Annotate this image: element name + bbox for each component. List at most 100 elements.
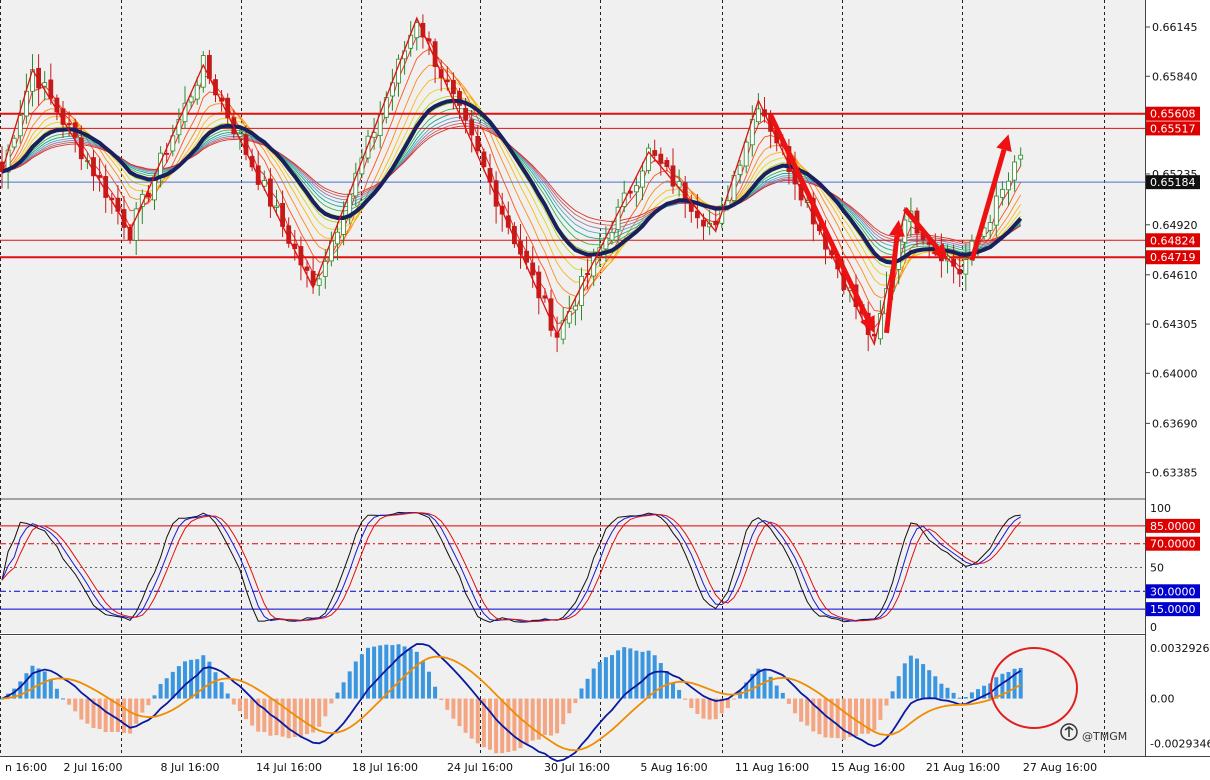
macd-line: [1, 643, 1022, 763]
x-tick-label: 27 Aug 16:00: [1023, 761, 1097, 774]
candle-body: [481, 151, 487, 168]
macd-histogram-bar: [786, 698, 791, 704]
highlight-circle: [990, 647, 1078, 729]
macd-histogram-bar: [42, 671, 47, 699]
candle-body: [743, 141, 749, 167]
macd-histogram-bar: [103, 698, 108, 733]
macd-histogram-bar: [158, 683, 163, 699]
macd-histogram-bar: [0, 698, 4, 700]
candle-body: [365, 135, 371, 159]
moving-average: [1, 98, 1023, 265]
candle-body: [475, 136, 481, 152]
macd-histogram-bar: [933, 676, 938, 699]
candle-body: [133, 208, 139, 241]
candle-body: [737, 164, 743, 176]
macd-histogram-bar: [408, 648, 413, 699]
trend-arrow-head: [996, 134, 1012, 152]
candle-body: [164, 152, 170, 155]
watermark: @TMGM: [1060, 723, 1127, 743]
macd-histogram-bar: [561, 698, 566, 725]
macd-histogram-bar: [183, 661, 187, 699]
candle-body: [304, 266, 310, 271]
macd-histogram-bar: [695, 698, 700, 715]
macd-tick-label: -0.0029346: [1150, 737, 1210, 750]
macd-histogram-bar: [433, 686, 438, 699]
macd-histogram-bar: [969, 692, 974, 699]
macd-histogram-bar: [164, 678, 169, 699]
candle-body: [652, 150, 658, 156]
macd-histogram-bar: [24, 673, 29, 699]
candle-body: [322, 260, 328, 277]
candle-body: [225, 97, 231, 119]
price-level-label-bg: [1146, 106, 1200, 121]
macd-histogram-bar: [225, 693, 230, 699]
macd-histogram-bar: [268, 698, 273, 736]
macd-histogram-bar: [323, 698, 328, 717]
candle-body: [243, 134, 249, 155]
macd-histogram-bar: [512, 698, 517, 751]
price-tick-label: 0.66145: [1152, 21, 1198, 34]
candle-body: [463, 108, 469, 121]
macd-histogram-bar: [231, 698, 236, 705]
macd-histogram-bar: [134, 698, 139, 724]
macd-histogram-bar: [732, 698, 736, 700]
candle-body: [298, 246, 304, 266]
candle-body: [756, 108, 761, 123]
macd-histogram-bar: [402, 646, 407, 699]
macd-signal-line: [1, 655, 1022, 752]
price-tick-label: 0.63690: [1152, 417, 1198, 430]
macd-histogram-bar: [610, 655, 614, 699]
macd-histogram-bar: [878, 698, 883, 720]
macd-histogram-bar: [982, 685, 987, 699]
candle-body: [194, 84, 200, 100]
tmgm-logo-icon: [1060, 723, 1078, 741]
tmgm-logo-mark-icon: [1064, 726, 1074, 737]
macd-histogram-bar: [12, 688, 17, 699]
macd-histogram-bar: [963, 697, 968, 699]
macd-tick-label: 0.0032926: [1150, 642, 1210, 655]
macd-histogram-bar: [841, 698, 846, 740]
macd-histogram-bar: [341, 682, 346, 699]
stoch-tick-label: 100: [1150, 502, 1171, 515]
trend-arrow-shaft: [969, 149, 1007, 261]
x-tick-label: 11 Aug 16:00: [735, 761, 809, 774]
macd-histogram-bar: [866, 698, 871, 734]
zigzag-line: [1, 16, 961, 347]
macd-histogram-bar: [396, 644, 401, 699]
candle-body: [274, 205, 279, 208]
macd-histogram-bar: [902, 663, 907, 699]
macd-histogram-bar: [54, 688, 59, 699]
candle-body: [664, 160, 670, 167]
macd-histogram-bar: [286, 698, 291, 739]
macd-histogram-bar: [817, 698, 822, 735]
trend-arrow-head: [889, 219, 905, 237]
macd-histogram-bar: [372, 646, 377, 699]
candle-body: [548, 298, 554, 331]
macd-histogram-bar: [738, 691, 743, 699]
stoch-slow-line: [1, 512, 1022, 623]
macd-histogram-bar: [427, 671, 431, 699]
macd-histogram-bar: [524, 698, 529, 745]
candle-body: [426, 38, 432, 42]
candle-body: [640, 170, 645, 188]
macd-histogram-bar: [311, 698, 316, 733]
macd-histogram-bar: [945, 687, 950, 699]
macd-histogram-bar: [719, 698, 724, 714]
candle-body: [213, 79, 218, 96]
candle-body: [42, 82, 48, 87]
ma-line: [1, 98, 1023, 265]
price-level-label: 0.64824: [1150, 234, 1196, 247]
macd-histogram-bar: [549, 698, 553, 736]
macd-histogram-bar: [213, 672, 218, 699]
candle-body: [414, 22, 420, 39]
macd-histogram-bar: [347, 671, 352, 699]
candle-body: [353, 172, 359, 197]
macd-histogram-bar: [957, 697, 962, 699]
price-level-label-bg: [1146, 121, 1200, 136]
macd-histogram-bar: [805, 698, 810, 726]
last-price-label-bg: [1146, 175, 1200, 190]
macd-histogram-bar: [122, 698, 126, 733]
macd-histogram-bar: [30, 665, 35, 699]
